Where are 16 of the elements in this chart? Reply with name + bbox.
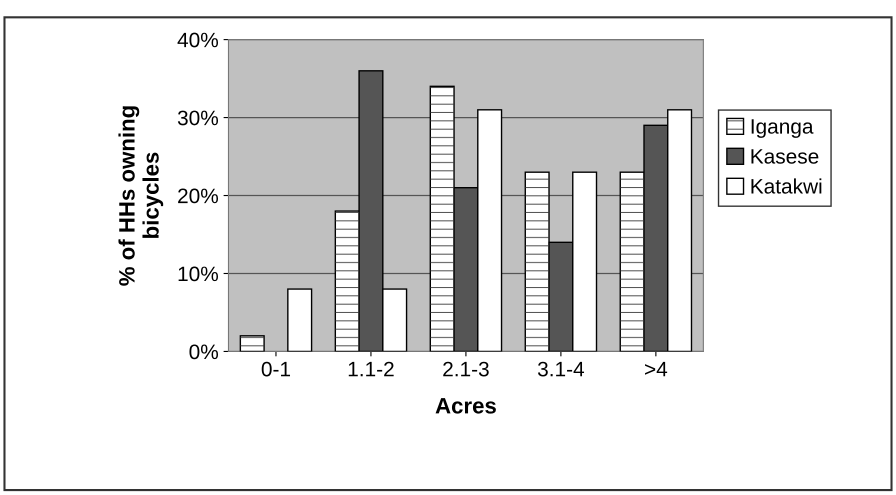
x-tick-label: 3.1-4 [538, 362, 584, 376]
x-tick-label: >4 [645, 362, 668, 376]
x-tick-label: 0-1 [262, 362, 290, 376]
y-tick-label: 10% [178, 266, 218, 282]
legend-label: Kasese [751, 149, 818, 164]
bar [287, 288, 312, 352]
y-tick-label: 20% [178, 188, 218, 204]
legend-label: Iganga [752, 119, 814, 138]
x-tick-label: 1.1-2 [348, 362, 394, 376]
legend-label: Katakwi [751, 178, 822, 194]
y-tick-label: 30% [178, 110, 218, 126]
y-tick-label: 40% [178, 32, 218, 48]
y-axis-title: % of HHs owning bicycles [118, 106, 164, 286]
y-tick-label: 0% [189, 344, 218, 360]
x-tick-label: 2.1-3 [443, 362, 489, 376]
x-axis-title: Acres [436, 398, 496, 414]
